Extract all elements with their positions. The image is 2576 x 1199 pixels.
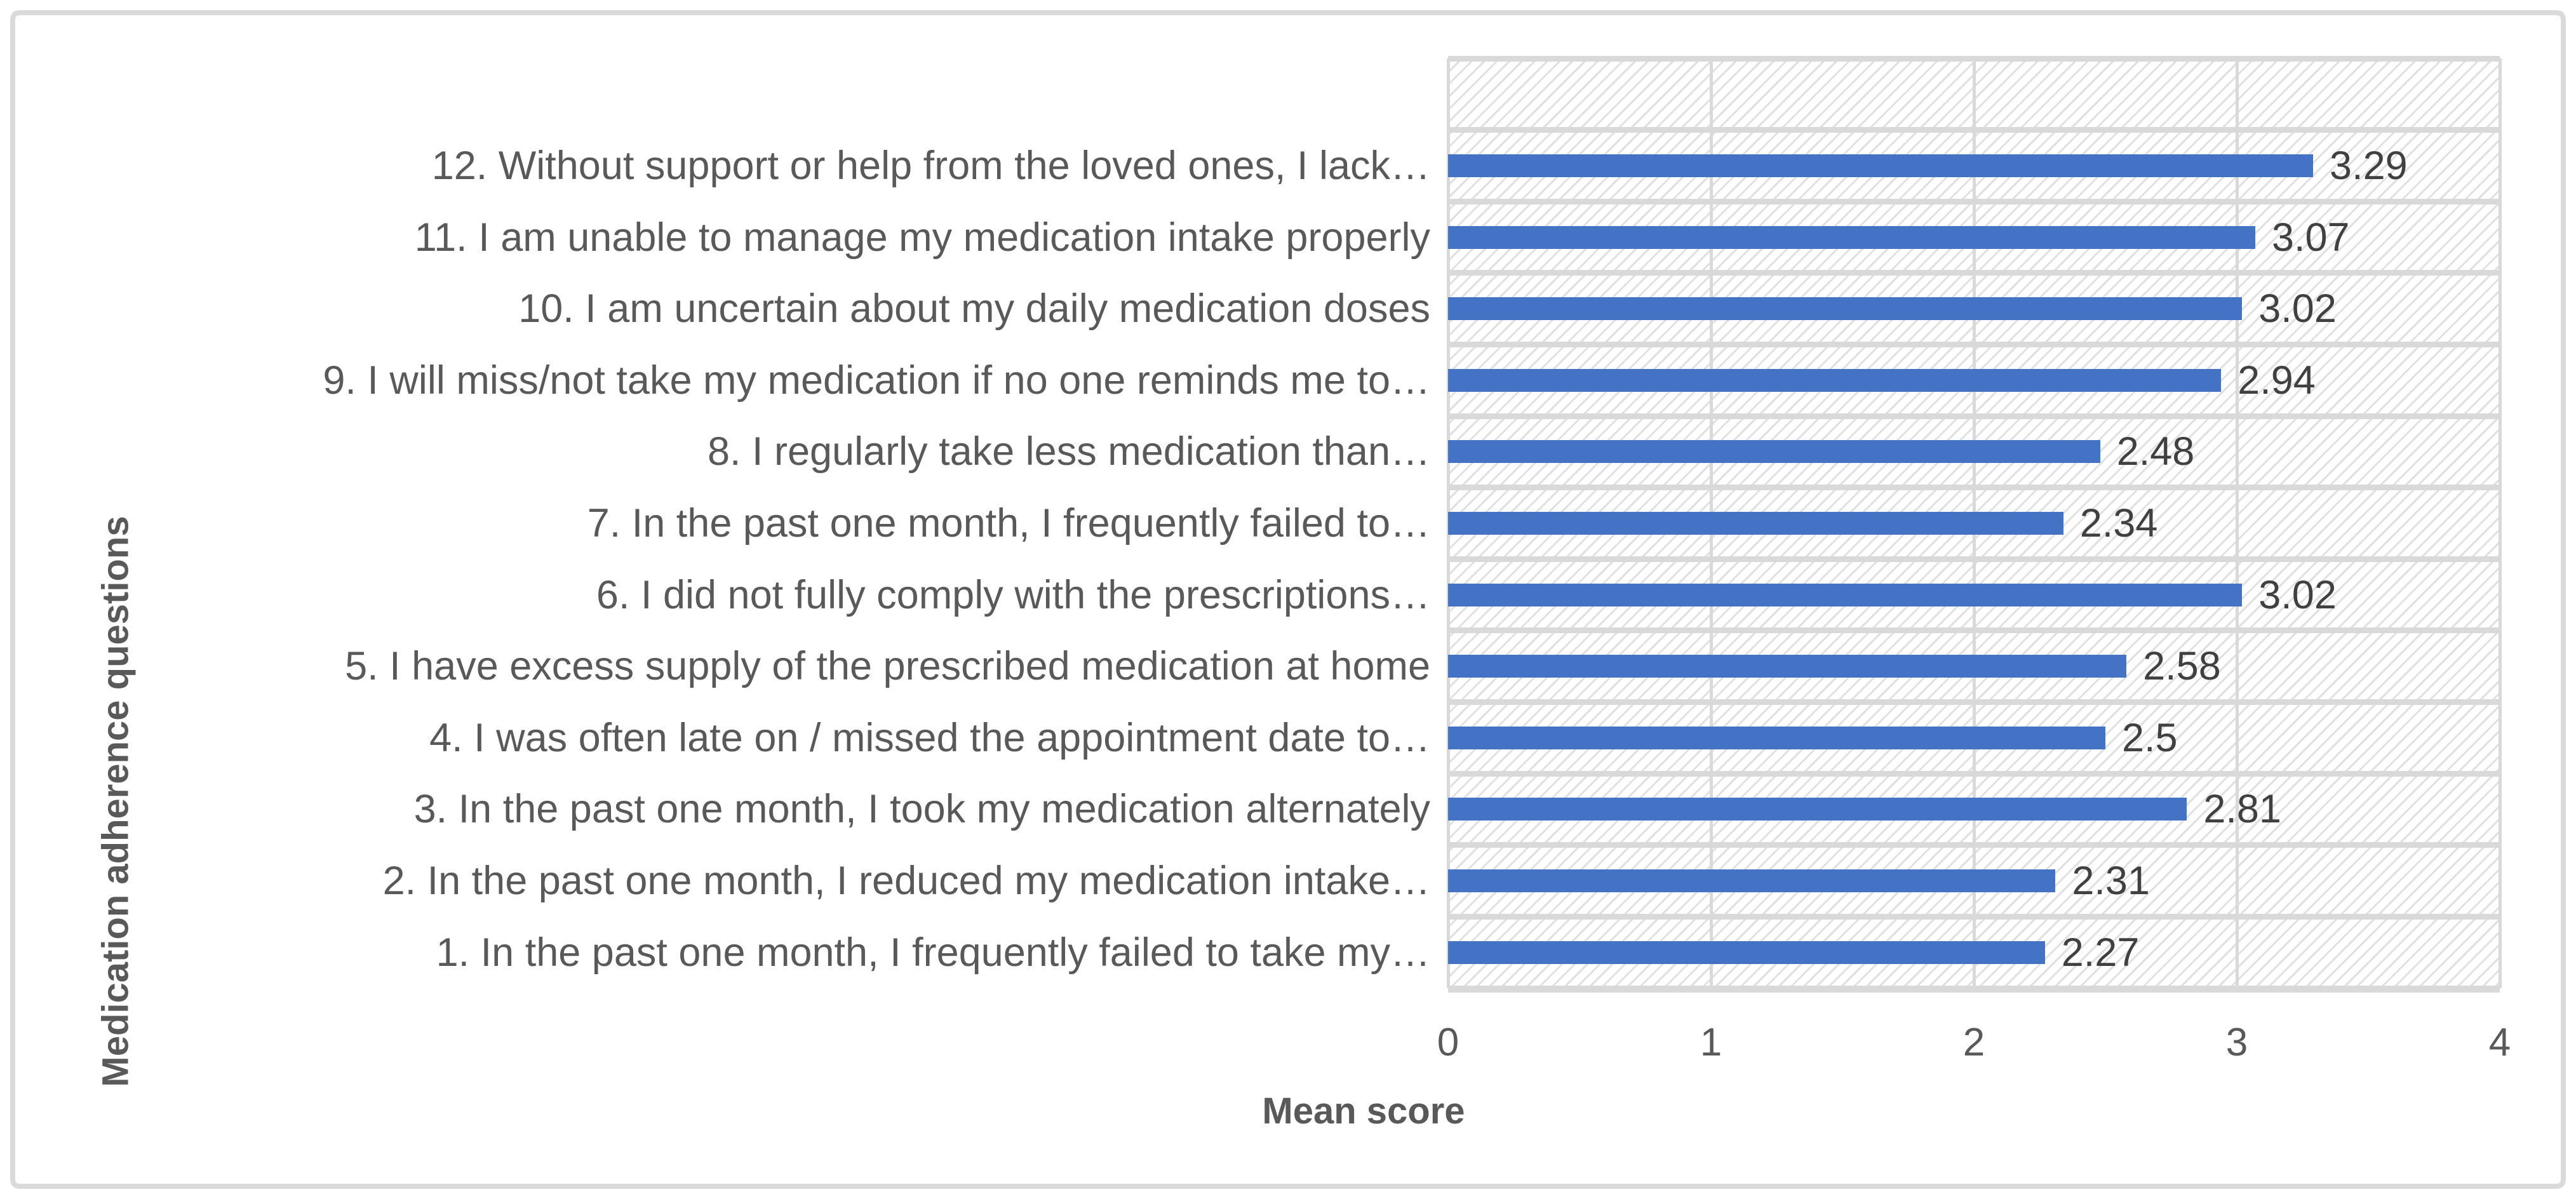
plot-area: 3.29 3.07 3.02 2.94 2.48 2.34 3.02 2.58 2.5 2.81 2… <box>1446 55 2502 993</box>
category-separator-line <box>1448 270 2500 276</box>
bar-value-label: 3.02 <box>2258 286 2337 332</box>
bar <box>1448 512 2063 535</box>
category-separator-line <box>1448 55 2500 62</box>
category-label: 9. I will miss/not take my medication if… <box>323 358 1430 403</box>
category-label: 8. I regularly take less medication than… <box>707 429 1430 474</box>
bar <box>1448 368 2222 392</box>
category-label: 5. I have excess supply of the prescribe… <box>345 644 1430 689</box>
bar-value-label: 2.34 <box>2079 501 2158 546</box>
category-label: 12. Without support or help from the lov… <box>431 143 1430 188</box>
category-separator-line <box>1448 699 2500 706</box>
category-label: 1. In the past one month, I frequently f… <box>436 930 1430 975</box>
bar-value-label: 3.07 <box>2271 215 2350 260</box>
bar <box>1448 655 2127 678</box>
x-tick-label: 1 <box>1700 1021 1722 1064</box>
category-separator-line <box>1448 413 2500 419</box>
bar-value-label: 2.27 <box>2061 930 2140 975</box>
bar <box>1448 798 2187 821</box>
bar <box>1448 726 2105 749</box>
x-axis-title: Mean score <box>1262 1090 1465 1132</box>
category-separator-line <box>1448 341 2500 347</box>
bar-value-label: 2.94 <box>2237 358 2316 403</box>
bar <box>1448 869 2056 893</box>
category-separator-line <box>1448 485 2500 491</box>
category-separator-line <box>1448 770 2500 777</box>
category-separator-line <box>1448 842 2500 848</box>
bar-value-label: 3.02 <box>2258 572 2337 617</box>
bar-value-label: 2.5 <box>2122 715 2178 760</box>
bar-value-label: 3.29 <box>2330 143 2408 188</box>
category-label: 6. I did not fully comply with the presc… <box>596 572 1430 617</box>
x-tick-label: 2 <box>1962 1021 1985 1064</box>
bar <box>1448 225 2255 249</box>
category-separator-line <box>1448 198 2500 204</box>
category-label: 3. In the past one month, I took my medi… <box>413 787 1430 832</box>
bar <box>1448 440 2100 464</box>
y-axis-title: Medication adherence questions <box>95 516 137 1087</box>
category-separator-line <box>1448 127 2500 133</box>
category-label: 10. I am uncertain about my daily medica… <box>518 286 1430 332</box>
bar-value-label: 2.48 <box>2116 429 2195 474</box>
bar <box>1448 583 2243 606</box>
x-tick-label: 0 <box>1437 1021 1459 1064</box>
category-separator-line <box>1448 913 2500 920</box>
category-label: 2. In the past one month, I reduced my m… <box>382 859 1430 904</box>
gridline-x-3 <box>2235 58 2239 988</box>
bar <box>1448 297 2243 321</box>
category-label: 7. In the past one month, I frequently f… <box>587 500 1430 546</box>
x-axis-line <box>1448 985 2500 993</box>
bar-value-label: 2.31 <box>2072 859 2150 904</box>
bar <box>1448 154 2314 177</box>
category-label: 11. I am unable to manage my medication … <box>414 215 1430 260</box>
category-separator-line <box>1448 556 2500 562</box>
category-separator-line <box>1448 627 2500 634</box>
gridline-x-4 <box>2498 58 2502 988</box>
bar-value-label: 2.81 <box>2203 787 2281 832</box>
bar-value-label: 2.58 <box>2143 644 2221 689</box>
bar <box>1448 941 2045 964</box>
x-tick-label: 3 <box>2225 1021 2248 1064</box>
x-tick-label: 4 <box>2488 1021 2511 1064</box>
category-label: 4. I was often late on / missed the appo… <box>429 715 1430 760</box>
